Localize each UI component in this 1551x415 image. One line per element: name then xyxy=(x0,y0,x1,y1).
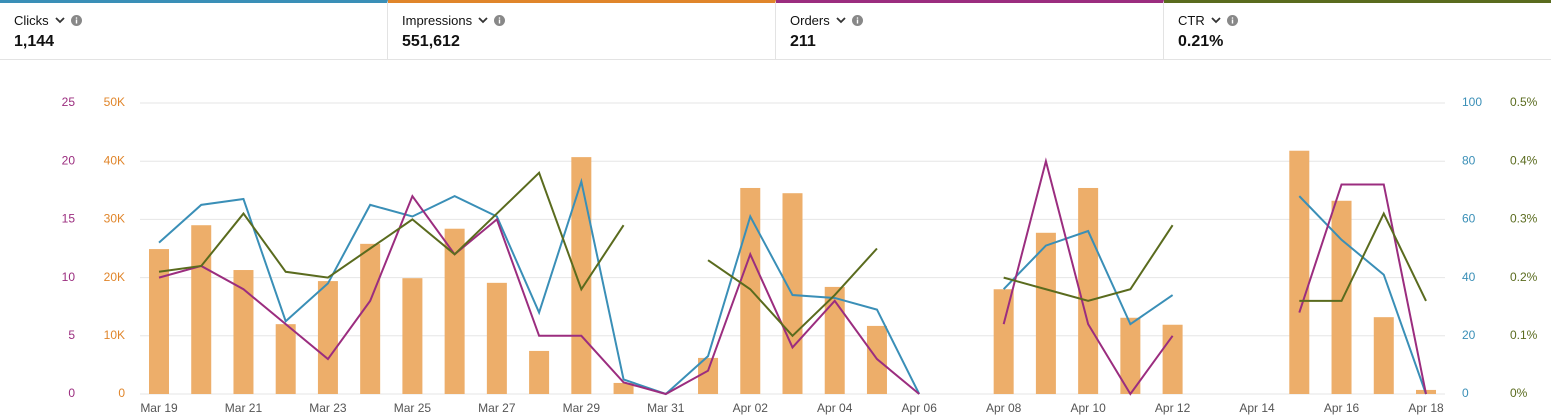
x-tick-label: Mar 27 xyxy=(478,401,516,415)
metric-name: Orders xyxy=(790,13,830,28)
y-tick-label: 20 xyxy=(62,153,76,167)
y-tick-label: 60 xyxy=(1462,212,1476,226)
card-header: Impressions xyxy=(402,13,761,28)
bar xyxy=(444,228,465,394)
x-tick-label: Mar 19 xyxy=(140,401,178,415)
card-header: Orders xyxy=(790,13,1149,28)
bar xyxy=(486,282,507,394)
x-tick-label: Apr 08 xyxy=(986,401,1022,415)
x-tick-label: Mar 29 xyxy=(563,401,601,415)
y-tick-label: 0 xyxy=(68,386,75,400)
bar xyxy=(1078,187,1099,394)
dropdown-icon[interactable] xyxy=(836,17,846,24)
y-tick-label: 20K xyxy=(104,270,125,284)
metric-cards: Clicks 1,144 Impressions 551,612 Orders 211 CT… xyxy=(0,0,1551,60)
y-tick-label: 15 xyxy=(62,212,76,226)
y-tick-label: 40K xyxy=(104,153,125,167)
y-tick-label: 0% xyxy=(1510,386,1528,400)
x-tick-label: Mar 21 xyxy=(225,401,263,415)
bar xyxy=(1162,324,1183,394)
y-tick-label: 0.5% xyxy=(1510,95,1538,109)
y-tick-label: 10K xyxy=(104,328,125,342)
line xyxy=(158,157,1427,396)
metric-total: 211 xyxy=(790,33,816,50)
metric-total: 1,144 xyxy=(14,33,55,50)
x-tick-label: Apr 18 xyxy=(1408,401,1444,415)
dropdown-icon[interactable] xyxy=(478,17,488,24)
y-tick-label: 50K xyxy=(104,95,125,109)
metric-card[interactable]: Impressions 551,612 xyxy=(388,0,776,59)
bar xyxy=(1035,232,1056,394)
bar xyxy=(1289,150,1310,394)
y-tick-label: 0 xyxy=(1462,386,1469,400)
bar xyxy=(613,382,634,394)
bar xyxy=(149,249,169,394)
line xyxy=(158,171,1427,338)
y-tick-label: 0.3% xyxy=(1510,212,1538,226)
y-tick-label: 0.1% xyxy=(1510,328,1538,342)
x-tick-label: Mar 25 xyxy=(394,401,432,415)
y-tick-label: 10 xyxy=(62,270,76,284)
y-tick-label: 0.4% xyxy=(1510,153,1538,167)
card-header: Clicks xyxy=(14,13,373,28)
dropdown-icon[interactable] xyxy=(1211,17,1221,24)
metric-total: 551,612 xyxy=(402,33,460,50)
y-tick-label: 100 xyxy=(1462,95,1482,109)
x-tick-label: Apr 04 xyxy=(817,401,853,415)
bar xyxy=(233,270,254,394)
metric-card[interactable]: Clicks 1,144 xyxy=(0,0,388,59)
y-tick-label: 0.2% xyxy=(1510,270,1538,284)
y-tick-label: 20 xyxy=(1462,328,1476,342)
y-tick-label: 5 xyxy=(68,328,75,342)
bar xyxy=(317,281,338,394)
bar xyxy=(529,350,550,394)
metric-name: CTR xyxy=(1178,13,1205,28)
bar xyxy=(275,324,296,394)
info-icon[interactable] xyxy=(851,15,863,26)
info-icon[interactable] xyxy=(1226,15,1238,26)
bar xyxy=(993,289,1014,394)
bar xyxy=(191,225,212,394)
x-tick-label: Apr 06 xyxy=(902,401,938,415)
x-tick-label: Apr 10 xyxy=(1070,401,1106,415)
y-tick-label: 30K xyxy=(104,212,125,226)
y-tick-label: 0 xyxy=(118,386,125,400)
metric-total: 0.21% xyxy=(1178,33,1224,50)
info-icon[interactable] xyxy=(70,15,82,26)
bar xyxy=(402,278,423,394)
bar xyxy=(740,187,761,394)
x-tick-label: Apr 16 xyxy=(1324,401,1360,415)
y-tick-label: 25 xyxy=(62,95,76,109)
bar xyxy=(1120,317,1141,394)
x-tick-label: Mar 23 xyxy=(309,401,347,415)
metric-card[interactable]: CTR 0.21% xyxy=(1164,0,1551,59)
card-header: CTR xyxy=(1178,13,1537,28)
bar xyxy=(698,357,719,394)
bar xyxy=(1373,317,1394,394)
bar xyxy=(571,157,592,394)
y-tick-label: 80 xyxy=(1462,153,1476,167)
metric-name: Clicks xyxy=(14,13,49,28)
metric-name: Impressions xyxy=(402,13,473,28)
y-tick-label: 40 xyxy=(1462,270,1476,284)
x-tick-label: Mar 31 xyxy=(647,401,685,415)
bar xyxy=(360,243,381,394)
x-tick-label: Apr 12 xyxy=(1155,401,1191,415)
dropdown-icon[interactable] xyxy=(55,17,65,24)
info-icon[interactable] xyxy=(494,15,506,26)
bar xyxy=(1331,200,1352,394)
x-tick-label: Apr 02 xyxy=(733,401,769,415)
x-tick-label: Apr 14 xyxy=(1239,401,1275,415)
bar xyxy=(824,286,845,394)
metric-card[interactable]: Orders 211 xyxy=(776,0,1164,59)
